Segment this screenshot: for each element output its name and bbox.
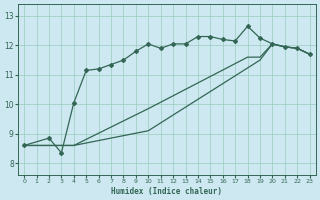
X-axis label: Humidex (Indice chaleur): Humidex (Indice chaleur): [111, 187, 222, 196]
